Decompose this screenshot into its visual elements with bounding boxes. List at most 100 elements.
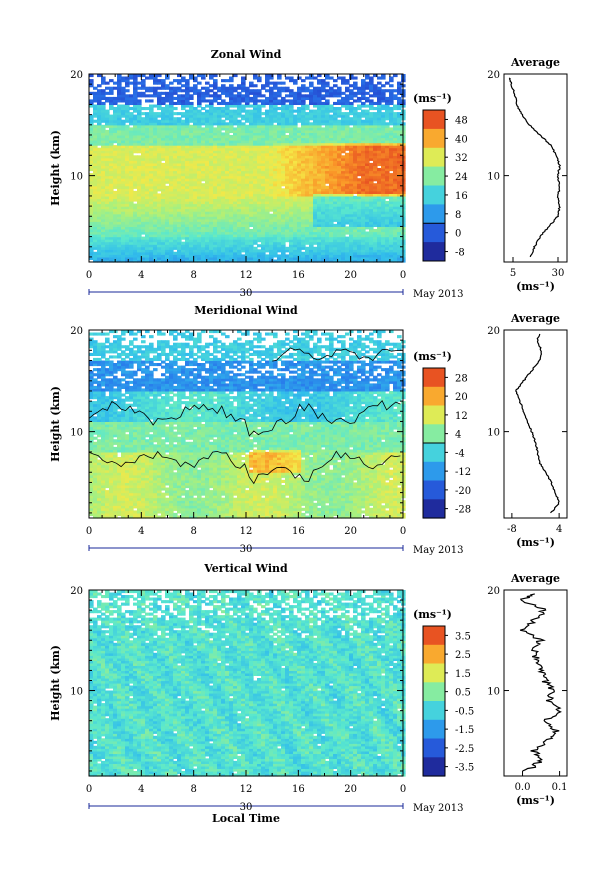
colorbar-tick-label: 20	[455, 392, 468, 403]
colorbar-tick-label: 0.5	[455, 688, 471, 699]
colorbar-tick-label: 40	[455, 134, 468, 145]
x-tick-label: 0	[400, 270, 406, 281]
average-y-tick-label: 10	[487, 172, 500, 183]
date-label: 30	[240, 802, 253, 813]
month-label: May 2013	[413, 803, 463, 814]
x-tick-label: 8	[190, 526, 196, 537]
colorbar-tick-label: -28	[455, 505, 471, 516]
x-tick-label: 0	[86, 270, 92, 281]
average-x-tick-label: 5	[510, 268, 516, 279]
colorbar-tick-label: 1.5	[455, 669, 471, 680]
colorbar-tick-label: 2.5	[455, 650, 471, 661]
average-frame	[503, 73, 568, 263]
average-x-tick-label: 30	[552, 268, 565, 279]
date-bar-end	[88, 803, 404, 809]
x-tick-label: 12	[240, 784, 253, 795]
x-tick-label: 8	[190, 270, 196, 281]
colorbar-segment	[423, 701, 445, 721]
average-profile: Average 10 20 -8 4(ms⁻¹)	[487, 312, 568, 549]
x-axis-label: Local Time	[212, 812, 280, 825]
average-profile-line	[508, 77, 562, 258]
colorbar-tick-label: 24	[455, 172, 468, 183]
colorbar-segment	[423, 185, 445, 205]
colorbar-segment	[423, 644, 445, 665]
panel-vertical: Vertical Wind 0 4 8 12 16 20 0 10 20 Height (km) 30…	[49, 562, 568, 814]
date-label: 30	[240, 288, 253, 299]
x-tick-label: 20	[344, 270, 357, 281]
colorbar: 28 20 12 4 -4 -12 -20 -28 (ms⁻¹)	[413, 350, 471, 519]
average-unit-label: (ms⁻¹)	[516, 536, 555, 549]
y-tick-label: 10	[70, 428, 83, 439]
average-x-tick-label: 0.1	[552, 782, 568, 793]
colorbar-tick-label: 8	[455, 210, 461, 221]
colorbar-tick-label: -4	[455, 448, 465, 459]
average-y-tick-label: 20	[487, 70, 500, 81]
colorbar-segment	[423, 461, 445, 482]
average-unit-label: (ms⁻¹)	[516, 280, 555, 293]
average-profile-line	[519, 593, 562, 772]
y-axis-label: Height (km)	[49, 130, 62, 206]
colorbar-unit-label: (ms⁻¹)	[413, 608, 452, 621]
colorbar-unit-label: (ms⁻¹)	[413, 350, 452, 363]
zero-contour-line	[88, 450, 401, 485]
colorbar-segment	[423, 405, 445, 425]
colorbar-tick-label: 3.5	[455, 631, 471, 642]
colorbar-segment	[423, 166, 445, 186]
average-x-tick-label: -8	[507, 524, 517, 535]
y-tick-label: 10	[70, 687, 83, 698]
colorbar-tick-label: -0.5	[455, 706, 474, 717]
y-tick-label: 10	[70, 172, 83, 183]
colorbar-tick-label: -8	[455, 248, 465, 259]
y-tick-label: 20	[70, 326, 83, 337]
x-tick-label: 12	[240, 526, 253, 537]
average-y-tick-label: 10	[487, 687, 500, 698]
average-frame	[503, 329, 568, 519]
colorbar-tick-label: -3.5	[455, 763, 474, 774]
panel-title: Vertical Wind	[203, 562, 288, 575]
colorbar-segment	[423, 223, 445, 243]
colorbar-tick-label: -20	[455, 486, 471, 497]
colorbar-segment	[423, 110, 445, 130]
colorbar-segment	[423, 626, 445, 646]
average-profile: Average 10 20 0.0 0.1(ms⁻¹)	[487, 572, 567, 807]
colorbar-frame	[422, 625, 446, 777]
y-axis-label: Height (km)	[49, 645, 62, 721]
y-tick-label: 20	[70, 70, 83, 81]
date-bar-end	[88, 545, 404, 551]
average-y-tick-label: 10	[487, 428, 500, 439]
y-tick-label: 20	[70, 586, 83, 597]
x-tick-label: 20	[344, 526, 357, 537]
colorbar-tick-label: 48	[455, 115, 468, 126]
colorbar: 48 40 32 24 16 8 0 -8 (ms⁻¹)	[413, 92, 468, 262]
average-x-tick-label: 4	[556, 524, 562, 535]
x-tick-label: 0	[400, 784, 406, 795]
colorbar-segment	[423, 738, 445, 758]
colorbar-unit-label: (ms⁻¹)	[413, 92, 452, 105]
colorbar-segment	[423, 204, 445, 224]
x-tick-label: 4	[138, 526, 144, 537]
colorbar-segment	[423, 368, 445, 388]
heatmap-cells	[89, 590, 406, 777]
x-tick-label: 4	[138, 270, 144, 281]
panel-title: Meridional Wind	[194, 304, 298, 317]
panel-title: Zonal Wind	[211, 48, 282, 61]
colorbar-segment	[423, 128, 445, 149]
month-label: May 2013	[413, 289, 463, 300]
colorbar-segment	[423, 719, 445, 740]
colorbar-tick-label: 0	[455, 229, 461, 240]
colorbar-segment	[423, 663, 445, 683]
zero-contour-line	[88, 399, 401, 437]
colorbar-tick-label: 32	[455, 153, 468, 164]
average-y-tick-label: 20	[487, 586, 500, 597]
x-tick-label: 20	[344, 784, 357, 795]
colorbar-tick-label: 16	[455, 191, 468, 202]
average-profile-line	[515, 333, 560, 514]
x-tick-label: 12	[240, 270, 253, 281]
colorbar-segment	[423, 443, 445, 463]
colorbar-segment	[423, 480, 445, 500]
average-y-tick-label: 20	[487, 326, 500, 337]
x-tick-label: 16	[292, 784, 305, 795]
heatmap-cells	[89, 330, 406, 519]
zero-contour-line	[272, 347, 401, 362]
